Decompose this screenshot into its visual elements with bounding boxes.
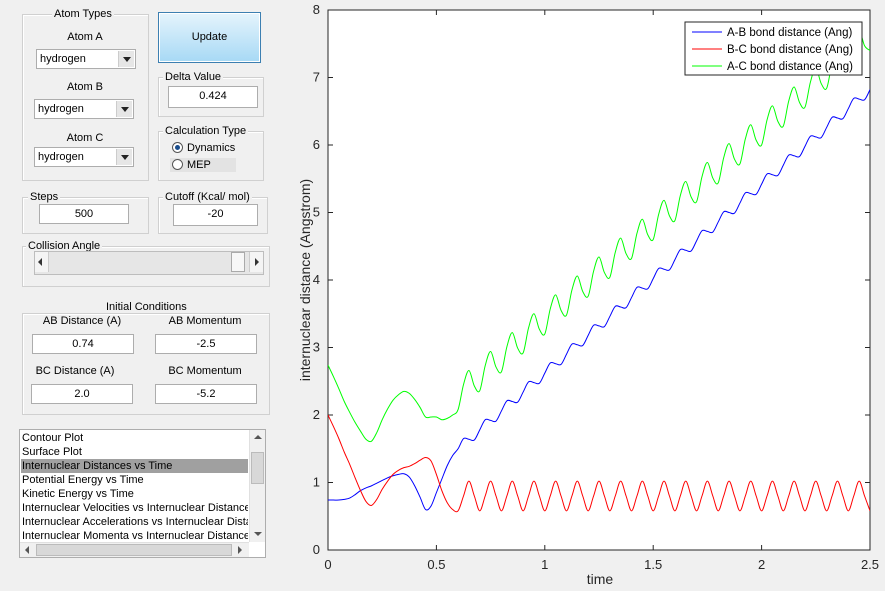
arrow-icon <box>25 546 29 554</box>
collision-angle-group <box>22 246 270 287</box>
group-title: Steps <box>28 191 61 203</box>
radio-label: Dynamics <box>187 142 236 154</box>
label: Atom C <box>66 132 104 144</box>
arrow-icon <box>254 532 262 536</box>
x-tick-label: 2.5 <box>861 557 879 572</box>
arrow-icon <box>254 435 262 439</box>
ab-distance-input[interactable]: 0.74 <box>32 334 134 354</box>
update-button[interactable]: Update <box>158 12 261 63</box>
group-title: Collision Angle <box>26 240 103 252</box>
dropdown-arrow <box>116 149 132 165</box>
y-tick-label: 2 <box>313 407 320 422</box>
x-tick-label: 1 <box>541 557 548 572</box>
list-item[interactable]: Internuclear Momenta vs Internuclear Dis… <box>22 530 248 542</box>
radio-row[interactable]: Dynamics <box>170 141 236 155</box>
list-item[interactable]: Internuclear Accelerations vs Internucle… <box>22 516 248 528</box>
group-title: Cutoff (Kcal/ mol) <box>163 191 252 203</box>
y-tick-label: 7 <box>313 70 320 85</box>
dropdown-arrow <box>116 101 132 117</box>
group-title: Atom Types <box>52 8 114 20</box>
chart: time internuclear distance (Angstrom) 0 1… <box>297 2 879 587</box>
data-line <box>328 29 870 443</box>
label: Atom B <box>66 81 104 93</box>
group-title: Initial Conditions <box>104 301 189 313</box>
x-tick-label: 0 <box>324 557 331 572</box>
y-tick-label: 4 <box>313 272 320 287</box>
cutoff-input[interactable]: -20 <box>173 204 258 226</box>
bc-distance-input[interactable]: 2.0 <box>31 384 133 404</box>
scroll-thumb[interactable] <box>251 452 264 484</box>
y-tick-label: 3 <box>313 340 320 355</box>
legend-label: A-C bond distance (Ang) <box>727 61 853 73</box>
radio[interactable] <box>172 142 183 153</box>
label: AB Momentum <box>168 315 242 327</box>
y-tick-label: 8 <box>313 2 320 17</box>
plot-listbox[interactable]: Internuclear Momenta vs Internuclear Dis… <box>19 429 266 558</box>
arrow-icon <box>38 258 42 266</box>
group-title: Calculation Type <box>163 125 249 137</box>
bc-momentum-input[interactable]: -5.2 <box>155 384 257 404</box>
atom-c-select[interactable]: hydrogen <box>34 147 134 167</box>
delta-value-input[interactable]: 0.424 <box>168 86 258 108</box>
y-tick-label: 0 <box>313 542 320 557</box>
steps-group <box>22 197 149 234</box>
atom-b-select[interactable]: hydrogen <box>34 99 134 119</box>
label: AB Distance (A) <box>42 315 122 327</box>
atom-a-select[interactable]: hydrogen <box>36 49 136 69</box>
list-item[interactable]: Kinetic Energy vs Time <box>22 488 134 500</box>
legend-label: B-C bond distance (Ang) <box>727 44 853 56</box>
scroll-thumb[interactable] <box>36 544 232 556</box>
x-axis-label: time <box>587 571 614 587</box>
dropdown-arrow <box>118 51 134 67</box>
label: BC Distance (A) <box>35 365 115 377</box>
radio[interactable] <box>172 159 183 170</box>
radio-label: MEP <box>187 159 211 171</box>
group-title: Delta Value <box>163 71 224 83</box>
label: Atom A <box>67 31 103 43</box>
scroll-left[interactable] <box>35 252 49 272</box>
horizontal-scrollbar[interactable] <box>20 542 249 557</box>
y-tick-label: 1 <box>313 475 320 490</box>
x-tick-label: 2 <box>758 557 765 572</box>
list-item[interactable]: Contour Plot <box>22 432 84 444</box>
arrow-icon <box>238 546 242 554</box>
y-axis-label: internuclear distance (Angstrom) <box>297 179 313 381</box>
select-value: hydrogen <box>38 151 84 163</box>
select-value: hydrogen <box>40 53 86 65</box>
list-item[interactable]: Potential Energy vs Time <box>22 474 144 486</box>
scroll-right[interactable] <box>249 252 263 272</box>
calculation-type-group <box>158 131 264 181</box>
angle-slider[interactable] <box>34 251 264 275</box>
data-line <box>328 414 870 513</box>
slider-thumb[interactable] <box>231 252 245 272</box>
list-item[interactable]: Surface Plot <box>22 446 82 458</box>
list-item[interactable]: Internuclear Velocities vs Internuclear … <box>22 502 248 514</box>
select-value: hydrogen <box>38 103 84 115</box>
initial-conditions-group <box>22 313 270 415</box>
label: BC Momentum <box>168 365 242 377</box>
steps-input[interactable]: 500 <box>39 204 129 224</box>
list-item[interactable]: Internuclear Distances vs Time <box>21 459 248 473</box>
data-line <box>328 89 870 511</box>
x-tick-label: 1.5 <box>644 557 662 572</box>
radio-row[interactable]: MEP <box>170 158 236 172</box>
y-tick-label: 5 <box>313 205 320 220</box>
plot-area <box>327 9 871 551</box>
vertical-scrollbar[interactable] <box>249 430 265 542</box>
ab-momentum-input[interactable]: -2.5 <box>155 334 257 354</box>
y-tick-label: 6 <box>313 137 320 152</box>
legend-label: A-B bond distance (Ang) <box>727 27 852 39</box>
x-tick-label: 0.5 <box>427 557 445 572</box>
arrow-icon <box>255 258 259 266</box>
